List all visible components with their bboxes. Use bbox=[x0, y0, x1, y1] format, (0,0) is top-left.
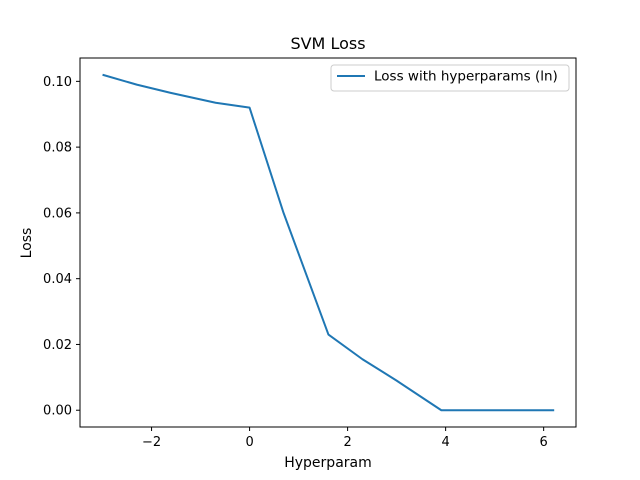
x-tick-label: 2 bbox=[343, 435, 351, 450]
legend-label: Loss with hyperparams (ln) bbox=[374, 69, 558, 85]
chart-title: SVM Loss bbox=[290, 34, 365, 53]
x-tick-label: −2 bbox=[142, 435, 161, 450]
legend-box bbox=[330, 64, 570, 92]
plot-area bbox=[79, 57, 577, 428]
x-tick-label: 4 bbox=[441, 435, 449, 450]
series-layer bbox=[102, 73, 555, 412]
x-axis: −2 0 2 4 6 bbox=[142, 427, 548, 450]
y-tick-label: 0.10 bbox=[43, 75, 72, 90]
x-axis-label: Hyperparam bbox=[284, 455, 372, 471]
series-line-0 bbox=[102, 73, 555, 412]
x-tick-label: 0 bbox=[245, 435, 253, 450]
y-tick-label: 0.06 bbox=[43, 206, 72, 221]
y-tick-label: 0.04 bbox=[43, 272, 72, 287]
x-tick-label: 6 bbox=[540, 435, 548, 450]
y-axis-label: Loss bbox=[19, 228, 35, 259]
y-axis: 0.00 0.02 0.04 0.06 0.08 0.10 bbox=[43, 75, 80, 419]
y-tick-label: 0.02 bbox=[43, 338, 72, 353]
y-tick-label: 0.08 bbox=[43, 141, 72, 156]
legend: Loss with hyperparams (ln) bbox=[330, 64, 570, 92]
y-tick-label: 0.00 bbox=[43, 404, 72, 419]
